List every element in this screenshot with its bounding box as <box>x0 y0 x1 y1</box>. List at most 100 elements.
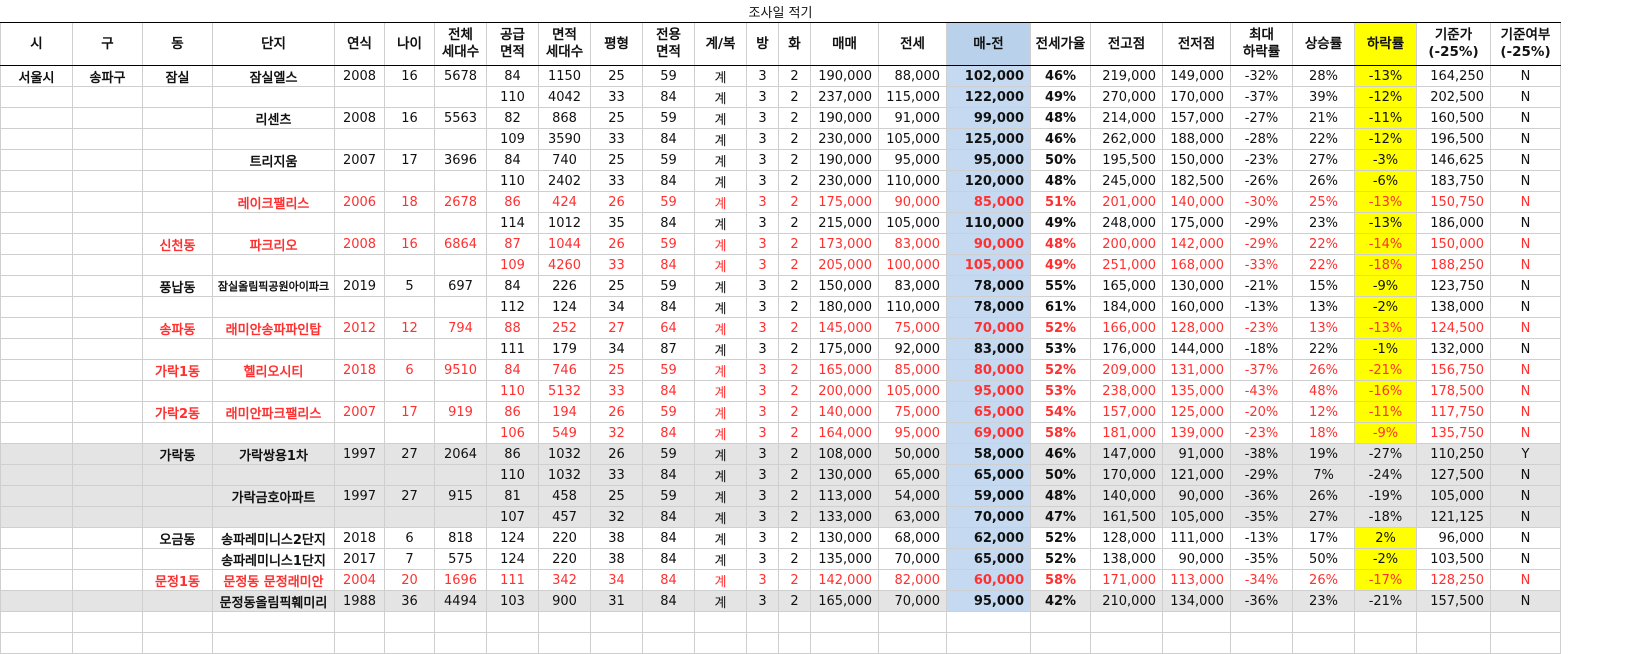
cell-previous-low[interactable]: 91,000 <box>1162 443 1231 465</box>
cell-max-decline[interactable]: -37% <box>1230 359 1293 381</box>
cell-rise-rate[interactable]: 48% <box>1292 380 1355 402</box>
cell-rooms[interactable]: 3 <box>746 296 779 318</box>
cell-total-households[interactable] <box>434 506 487 528</box>
cell-decline-rate[interactable]: -14% <box>1354 233 1417 255</box>
cell-jeonse-price[interactable]: 100,000 <box>878 254 947 276</box>
cell-previous-low[interactable]: 90,000 <box>1162 485 1231 507</box>
cell-previous-low[interactable]: 182,500 <box>1162 170 1231 192</box>
cell-year-built[interactable] <box>334 338 385 360</box>
cell-previous-high[interactable]: 209,000 <box>1090 359 1163 381</box>
cell-sale-minus-jeonse[interactable]: 95,000 <box>946 590 1031 612</box>
empty-cell[interactable] <box>142 632 213 654</box>
cell-dong[interactable] <box>142 422 213 444</box>
cell-dong[interactable] <box>142 338 213 360</box>
cell-sale-minus-jeonse[interactable]: 105,000 <box>946 254 1031 276</box>
cell-max-decline[interactable]: -28% <box>1230 128 1293 150</box>
cell-base-flag[interactable]: N <box>1490 569 1561 591</box>
cell-supply-area[interactable]: 84 <box>486 149 539 171</box>
cell-jeonse-price[interactable]: 105,000 <box>878 380 947 402</box>
cell-pyeong[interactable]: 33 <box>590 464 643 486</box>
cell-sale-minus-jeonse[interactable]: 65,000 <box>946 464 1031 486</box>
cell-base-flag[interactable]: N <box>1490 359 1561 381</box>
cell-sale-price[interactable]: 145,000 <box>810 317 879 339</box>
cell-base-price[interactable]: 150,750 <box>1416 191 1491 213</box>
cell-sale-price[interactable]: 190,000 <box>810 107 879 129</box>
cell-sale-price[interactable]: 190,000 <box>810 149 879 171</box>
empty-cell[interactable] <box>384 611 435 633</box>
cell-jeonse-price[interactable]: 88,000 <box>878 65 947 87</box>
cell-previous-high[interactable]: 200,000 <box>1090 233 1163 255</box>
cell-max-decline[interactable]: -37% <box>1230 86 1293 108</box>
cell-stair-corridor[interactable]: 계 <box>694 506 747 528</box>
cell-stair-corridor[interactable]: 계 <box>694 464 747 486</box>
cell-exclusive-area[interactable]: 87 <box>642 338 695 360</box>
cell-max-decline[interactable]: -18% <box>1230 338 1293 360</box>
cell-rooms[interactable]: 3 <box>746 275 779 297</box>
cell-year-built[interactable] <box>334 170 385 192</box>
cell-dong[interactable] <box>142 296 213 318</box>
cell-previous-low[interactable]: 188,000 <box>1162 128 1231 150</box>
cell-total-households[interactable]: 919 <box>434 401 487 423</box>
cell-pyeong[interactable]: 34 <box>590 296 643 318</box>
cell-bathrooms[interactable]: 2 <box>778 464 811 486</box>
cell-pyeong[interactable]: 35 <box>590 212 643 234</box>
cell-area-households[interactable]: 900 <box>538 590 591 612</box>
cell-rise-rate[interactable]: 26% <box>1292 359 1355 381</box>
cell-base-price[interactable]: 110,250 <box>1416 443 1491 465</box>
cell-jeonse-ratio[interactable]: 58% <box>1030 422 1091 444</box>
cell-sale-price[interactable]: 130,000 <box>810 464 879 486</box>
cell-sale-price[interactable]: 113,000 <box>810 485 879 507</box>
cell-max-decline[interactable]: -29% <box>1230 464 1293 486</box>
cell-pyeong[interactable]: 32 <box>590 506 643 528</box>
cell-complex[interactable] <box>212 170 335 192</box>
cell-district[interactable] <box>72 275 143 297</box>
cell-age[interactable] <box>384 506 435 528</box>
cell-base-flag[interactable]: N <box>1490 548 1561 570</box>
cell-decline-rate[interactable]: -17% <box>1354 569 1417 591</box>
cell-base-price[interactable]: 103,500 <box>1416 548 1491 570</box>
cell-city[interactable] <box>0 86 73 108</box>
cell-sale-minus-jeonse[interactable]: 120,000 <box>946 170 1031 192</box>
empty-cell[interactable] <box>212 632 335 654</box>
cell-decline-rate[interactable]: -2% <box>1354 548 1417 570</box>
cell-sale-price[interactable]: 237,000 <box>810 86 879 108</box>
cell-previous-low[interactable]: 135,000 <box>1162 380 1231 402</box>
cell-district[interactable] <box>72 233 143 255</box>
empty-cell[interactable] <box>538 611 591 633</box>
cell-district[interactable] <box>72 401 143 423</box>
cell-city[interactable] <box>0 569 73 591</box>
cell-city[interactable] <box>0 485 73 507</box>
cell-supply-area[interactable]: 82 <box>486 107 539 129</box>
cell-dong[interactable] <box>142 149 213 171</box>
cell-stair-corridor[interactable]: 계 <box>694 548 747 570</box>
cell-sale-price[interactable]: 175,000 <box>810 191 879 213</box>
cell-pyeong[interactable]: 33 <box>590 254 643 276</box>
cell-sale-minus-jeonse[interactable]: 60,000 <box>946 569 1031 591</box>
cell-city[interactable] <box>0 149 73 171</box>
cell-exclusive-area[interactable]: 59 <box>642 485 695 507</box>
cell-pyeong[interactable]: 26 <box>590 233 643 255</box>
cell-base-price[interactable]: 186,000 <box>1416 212 1491 234</box>
cell-city[interactable] <box>0 191 73 213</box>
empty-cell[interactable] <box>142 611 213 633</box>
cell-rise-rate[interactable]: 21% <box>1292 107 1355 129</box>
cell-stair-corridor[interactable]: 계 <box>694 569 747 591</box>
cell-city[interactable] <box>0 128 73 150</box>
cell-bathrooms[interactable]: 2 <box>778 443 811 465</box>
cell-pyeong[interactable]: 26 <box>590 401 643 423</box>
cell-bathrooms[interactable]: 2 <box>778 548 811 570</box>
cell-base-price[interactable]: 150,000 <box>1416 233 1491 255</box>
cell-previous-low[interactable]: 144,000 <box>1162 338 1231 360</box>
cell-max-decline[interactable]: -33% <box>1230 254 1293 276</box>
cell-rooms[interactable]: 3 <box>746 191 779 213</box>
cell-previous-high[interactable]: 157,000 <box>1090 401 1163 423</box>
cell-total-households[interactable]: 818 <box>434 527 487 549</box>
cell-stair-corridor[interactable]: 계 <box>694 485 747 507</box>
cell-dong[interactable]: 가락1동 <box>142 359 213 381</box>
empty-cell[interactable] <box>434 611 487 633</box>
cell-jeonse-ratio[interactable]: 47% <box>1030 506 1091 528</box>
cell-decline-rate[interactable]: -2% <box>1354 296 1417 318</box>
empty-cell[interactable] <box>778 611 811 633</box>
cell-age[interactable]: 16 <box>384 233 435 255</box>
cell-pyeong[interactable]: 33 <box>590 86 643 108</box>
